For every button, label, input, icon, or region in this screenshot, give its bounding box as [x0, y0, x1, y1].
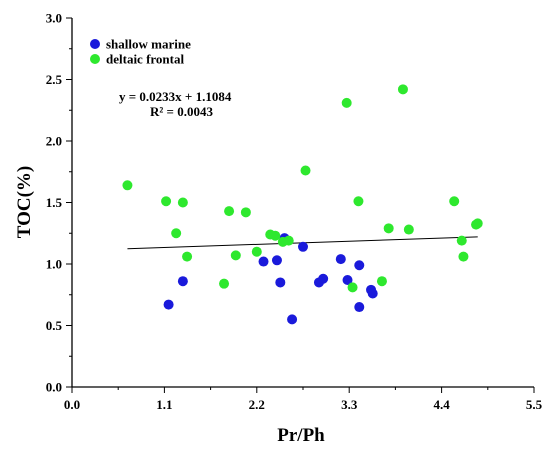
- legend-marker: [90, 54, 100, 64]
- y-tick-label: 0.0: [46, 380, 62, 395]
- data-point: [456, 235, 467, 246]
- data-point: [335, 254, 346, 265]
- y-tick-label: 1.0: [46, 257, 62, 272]
- data-point: [354, 260, 365, 271]
- data-point: [275, 277, 286, 288]
- data-point: [182, 251, 193, 262]
- x-tick-label: 4.4: [433, 397, 450, 412]
- data-point: [472, 218, 483, 229]
- x-tick-label: 1.1: [156, 397, 172, 412]
- data-point: [230, 250, 241, 261]
- data-point: [397, 84, 408, 95]
- data-point: [376, 276, 387, 287]
- data-point: [342, 274, 353, 285]
- r-squared-label: R² = 0.0043: [150, 104, 213, 119]
- data-point: [224, 206, 235, 217]
- legend-label: shallow marine: [106, 37, 191, 52]
- data-point: [341, 97, 352, 108]
- data-point: [383, 223, 394, 234]
- data-point: [240, 207, 251, 218]
- x-tick-label: 0.0: [64, 397, 80, 412]
- series-deltaic-frontal: [122, 84, 483, 293]
- data-point: [161, 196, 172, 207]
- x-tick-label: 3.3: [341, 397, 358, 412]
- x-tick-label: 2.2: [249, 397, 265, 412]
- y-tick-label: 2.5: [46, 72, 63, 87]
- y-axis-title: TOC(%): [14, 166, 35, 238]
- legend-marker: [90, 39, 100, 49]
- data-point: [347, 282, 358, 293]
- y-tick-label: 1.5: [46, 195, 63, 210]
- data-point: [271, 255, 282, 266]
- data-point: [122, 180, 133, 191]
- data-point: [177, 197, 188, 208]
- data-point: [367, 288, 378, 299]
- trendline-equation: y = 0.0233x + 1.1084: [119, 89, 232, 104]
- data-point: [283, 235, 294, 246]
- data-point: [219, 278, 230, 289]
- data-point: [353, 196, 364, 207]
- data-point: [403, 224, 414, 235]
- x-tick-label: 5.5: [526, 397, 543, 412]
- y-tick-label: 2.0: [46, 134, 62, 149]
- series-shallow-marine: [163, 233, 378, 325]
- data-point: [171, 228, 182, 239]
- data-point: [270, 230, 281, 241]
- data-point: [449, 196, 460, 207]
- data-point: [458, 251, 469, 262]
- legend-label: deltaic frontal: [106, 52, 184, 67]
- data-point: [251, 246, 262, 257]
- y-tick-label: 3.0: [46, 11, 62, 26]
- data-point: [258, 256, 269, 267]
- data-point: [177, 276, 188, 287]
- data-point: [354, 302, 365, 313]
- data-point: [287, 314, 298, 325]
- data-point: [298, 241, 308, 252]
- x-axis-title: Pr/Ph: [277, 425, 325, 446]
- data-point: [163, 299, 174, 310]
- data-point: [318, 273, 329, 284]
- data-point: [300, 165, 311, 176]
- y-tick-label: 0.5: [46, 318, 63, 333]
